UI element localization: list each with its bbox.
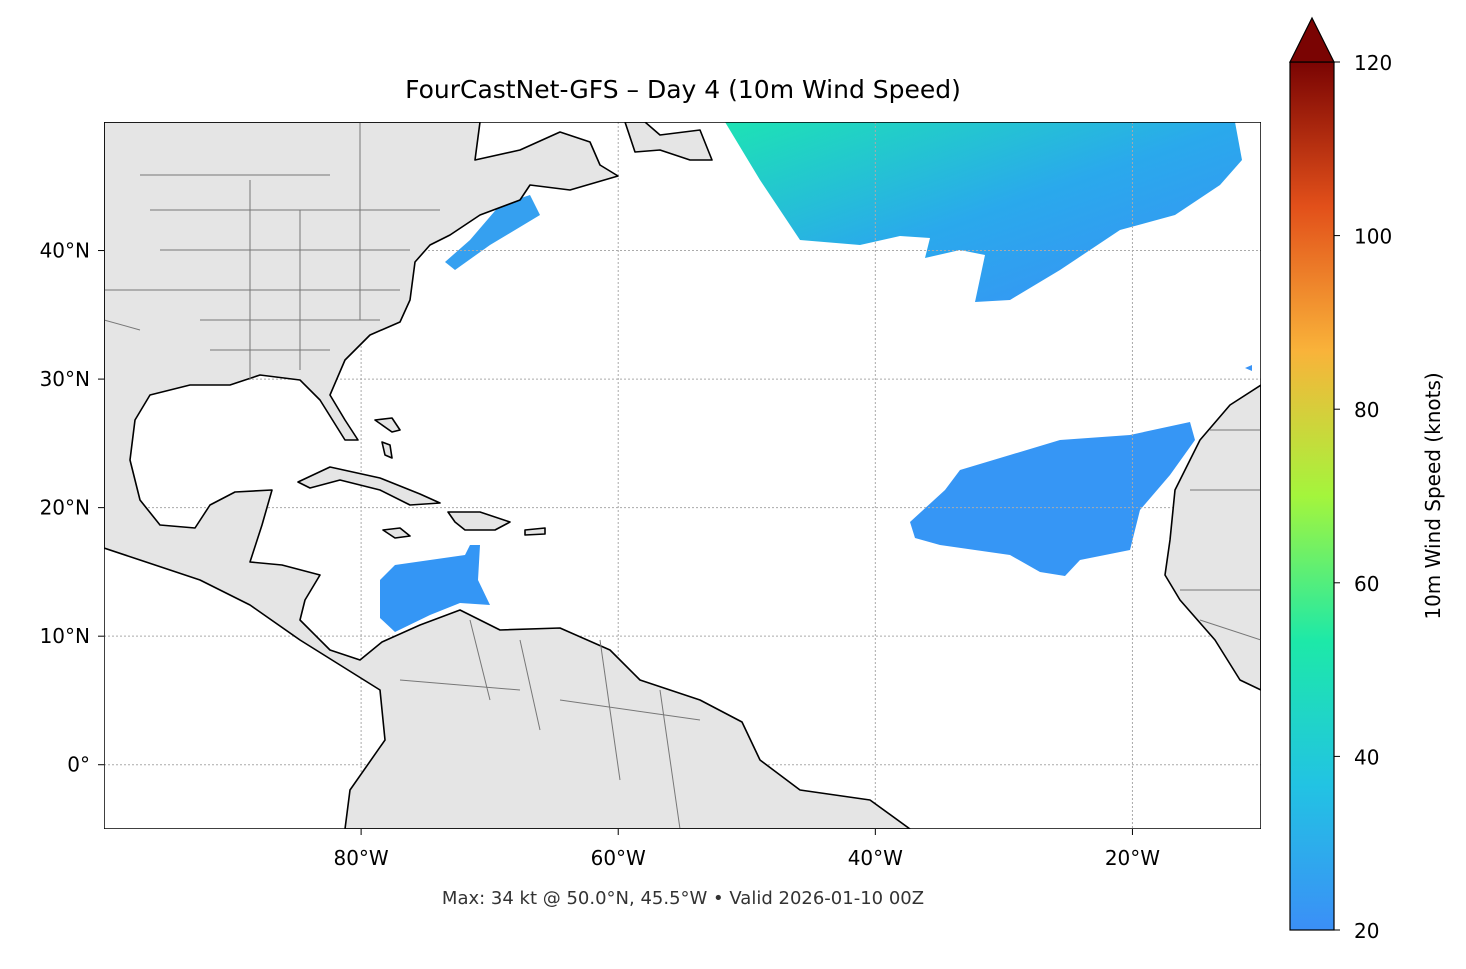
y-tick-label: 20°N (40, 496, 90, 520)
colorbar-extend (1289, 16, 1335, 63)
y-tick-label: 40°N (40, 239, 90, 263)
x-tick-label: 80°W (333, 846, 388, 870)
x-tick-label: 20°W (1105, 846, 1160, 870)
colorbar: 20 40 60 80 100 120 10m Wind Speed (knots) (1289, 16, 1445, 943)
colorbar-tick-label: 20 (1354, 919, 1379, 943)
wind-field (380, 545, 490, 632)
wind-field (725, 122, 1242, 302)
island (297, 466, 441, 506)
map (104, 122, 1261, 829)
colorbar-scale (1289, 61, 1335, 931)
colorbar-tick-label: 60 (1354, 572, 1379, 596)
colorbar-tick-label: 120 (1354, 51, 1392, 75)
y-tick-label: 30°N (40, 367, 90, 391)
wind-field (445, 195, 540, 270)
y-tick-label: 0° (67, 753, 90, 777)
island (447, 511, 511, 531)
x-tick-label: 40°W (848, 846, 903, 870)
island (374, 417, 546, 539)
colorbar-tick-label: 40 (1354, 745, 1379, 769)
colorbar-tick-label: 100 (1354, 225, 1392, 249)
border (104, 122, 1261, 829)
y-tick-label: 10°N (40, 624, 90, 648)
land (104, 122, 911, 829)
colorbar-label: 10m Wind Speed (knots) (1421, 372, 1445, 619)
land (1164, 384, 1261, 691)
colorbar-tick-label: 80 (1354, 398, 1379, 422)
footnote: Max: 34 kt @ 50.0°N, 45.5°W • Valid 2026… (442, 888, 924, 909)
land (624, 122, 713, 161)
x-tick-label: 60°W (591, 846, 646, 870)
wind-field (910, 422, 1195, 576)
chart-title: FourCastNet-GFS – Day 4 (10m Wind Speed) (405, 75, 961, 104)
